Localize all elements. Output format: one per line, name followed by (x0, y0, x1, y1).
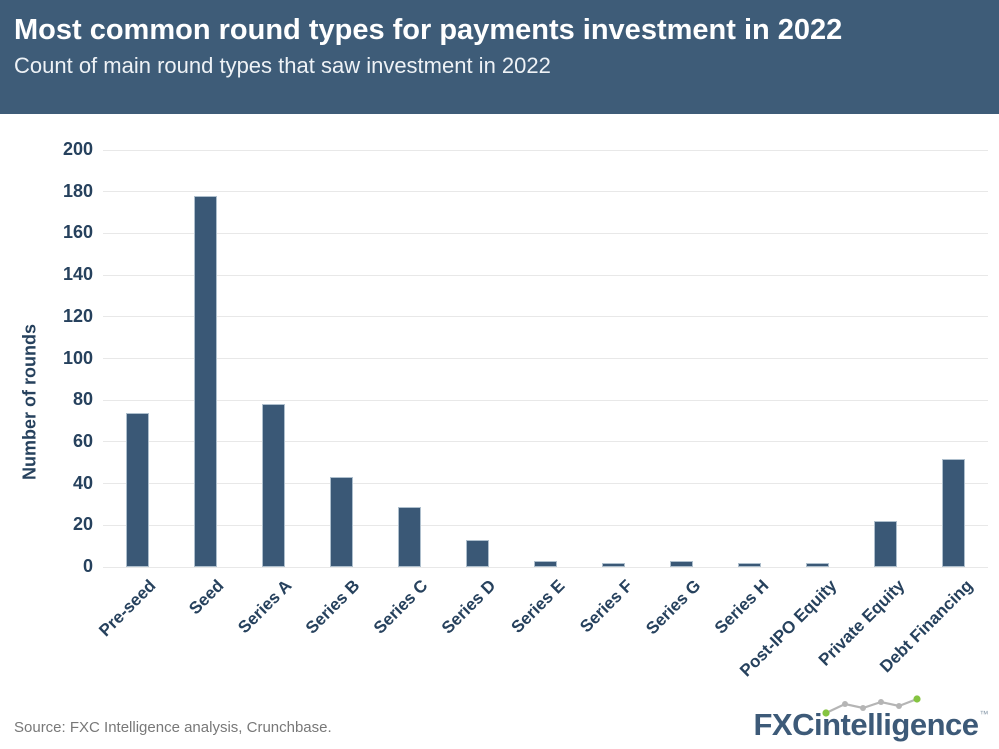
page-subtitle: Count of main round types that saw inves… (14, 52, 551, 78)
gridline-140 (103, 274, 988, 276)
y-tick-label-200: 200 (62, 139, 93, 159)
bar-pre-seed (125, 412, 149, 567)
gridline-40 (103, 483, 988, 485)
x-tick-label-series-f: Series F (575, 576, 636, 637)
y-tick-label-100: 100 (62, 347, 93, 368)
logo-text-intelligence: intelligence (813, 707, 979, 742)
gridline-180 (103, 191, 988, 193)
x-tick-label-series-c: Series C (370, 576, 432, 638)
bar-post-ipo-equity (806, 562, 830, 567)
logo-sparkline-icon (822, 695, 922, 717)
x-tick-label-series-b: Series B (302, 576, 364, 638)
x-tick-label-series-h: Series H (710, 576, 773, 638)
x-tick-label-series-a: Series A (234, 576, 296, 638)
gridline-0 (103, 566, 988, 568)
bar-debt-financing (942, 458, 966, 567)
header-banner: Most common round types for payments inv… (0, 0, 999, 114)
x-tick-label-pre-seed: Pre-seed (95, 576, 160, 641)
source-note: Source: FXC Intelligence analysis, Crunc… (14, 719, 332, 736)
y-tick-label-0: 0 (82, 556, 93, 576)
gridline-200 (103, 149, 988, 151)
gridline-60 (103, 441, 988, 443)
logo-text-fxc: FXC (753, 707, 814, 742)
y-tick-label-80: 80 (72, 389, 93, 410)
bar-series-h (738, 562, 762, 567)
y-tick-label-160: 160 (62, 222, 93, 243)
y-tick-label-180: 180 (62, 180, 93, 201)
gridline-20 (103, 524, 988, 526)
gridline-160 (103, 232, 988, 234)
bar-series-d (465, 539, 489, 567)
y-tick-label-140: 140 (62, 264, 93, 285)
x-tick-label-series-g: Series G (641, 576, 705, 639)
x-tick-label-series-d: Series D (438, 576, 500, 638)
y-axis-title: Number of rounds (19, 324, 40, 480)
bar-series-a (261, 404, 285, 567)
bar-series-b (329, 477, 353, 567)
bar-series-e (534, 560, 557, 567)
y-tick-label-120: 120 (62, 305, 93, 326)
x-tick-label-series-e: Series E (507, 576, 568, 637)
x-tick-label-seed: Seed (185, 576, 228, 619)
gridline-100 (103, 358, 988, 359)
y-tick-label-40: 40 (72, 472, 93, 493)
y-tick-label-60: 60 (72, 430, 93, 451)
gridline-80 (103, 399, 988, 401)
bar-private-equity (874, 521, 898, 567)
bar-series-c (397, 506, 421, 567)
y-tick-label-20: 20 (72, 514, 93, 535)
bar-seed (193, 195, 217, 567)
gridline-120 (103, 316, 988, 318)
page-title: Most common round types for payments inv… (14, 14, 843, 46)
logo-trademark: ™ (979, 709, 989, 719)
bar-series-f (602, 562, 626, 567)
fxc-intelligence-logo: FXCintelligence™ (753, 695, 989, 743)
bar-series-g (670, 560, 694, 567)
